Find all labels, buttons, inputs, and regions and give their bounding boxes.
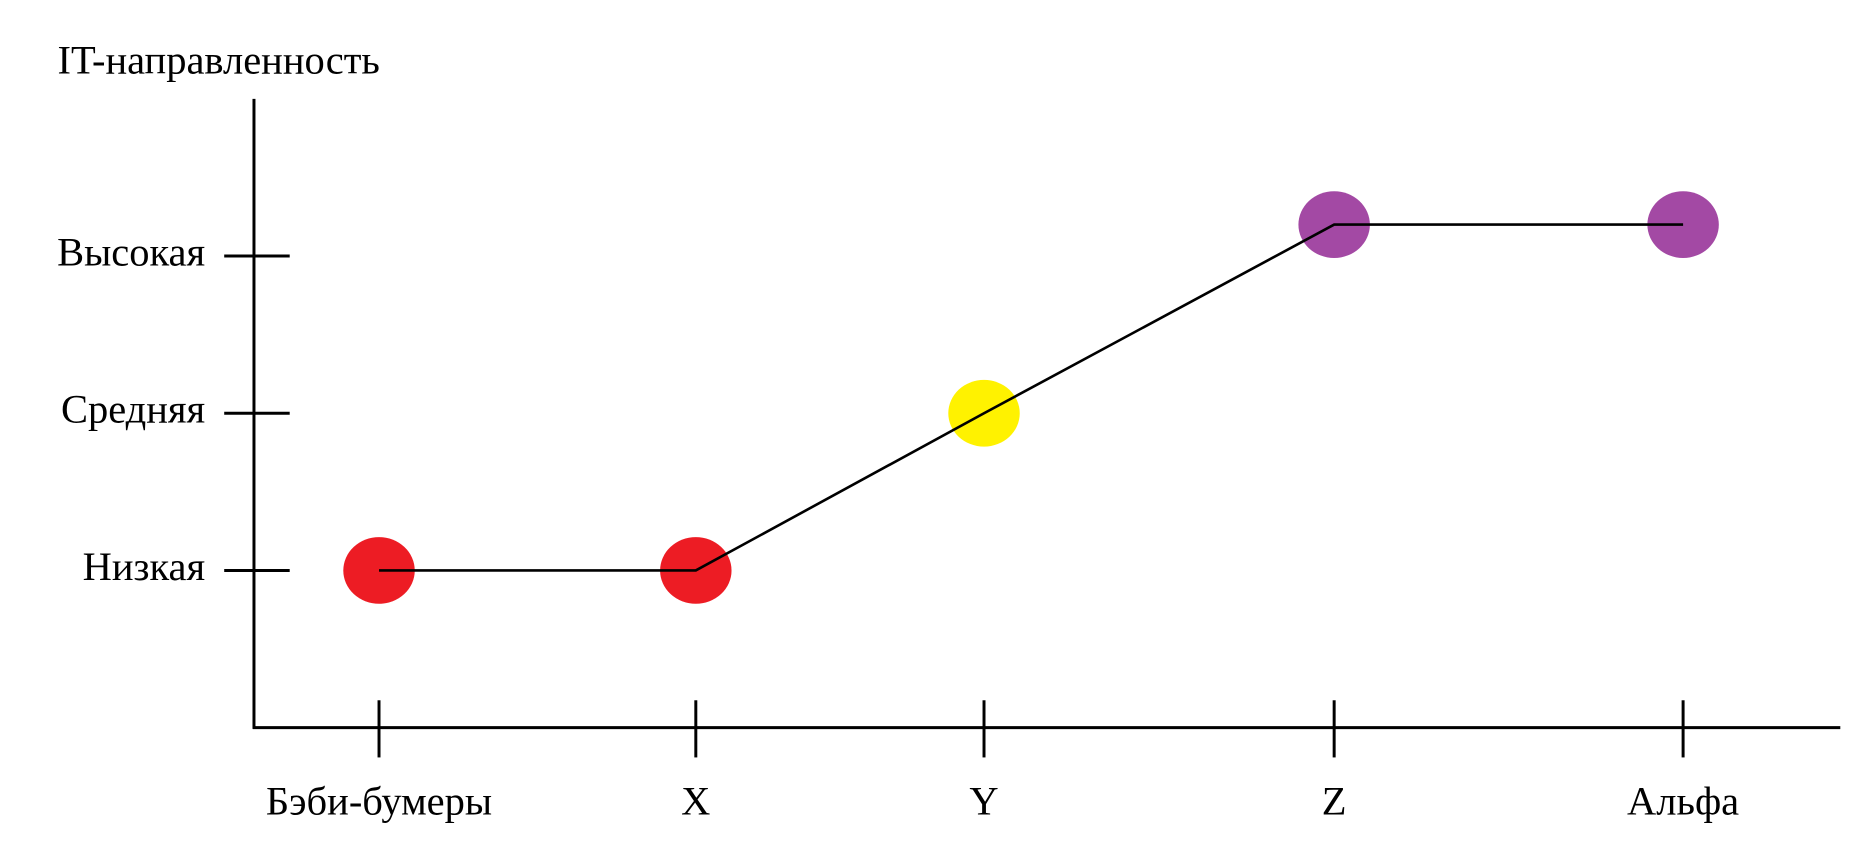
x-tick-label: Бэби-бумеры	[266, 778, 492, 823]
y-tick-label: Низкая	[83, 544, 206, 589]
x-tick-label: X	[681, 778, 710, 823]
x-tick-label: Альфа	[1627, 778, 1739, 823]
data-line	[379, 223, 1684, 572]
y-tick-label: Высокая	[57, 229, 205, 274]
x-tick-label: Y	[969, 778, 998, 823]
y-tick-label: Средняя	[61, 387, 205, 432]
y-axis-label: IT-направленность	[57, 38, 379, 83]
x-tick-label: Z	[1322, 778, 1347, 823]
